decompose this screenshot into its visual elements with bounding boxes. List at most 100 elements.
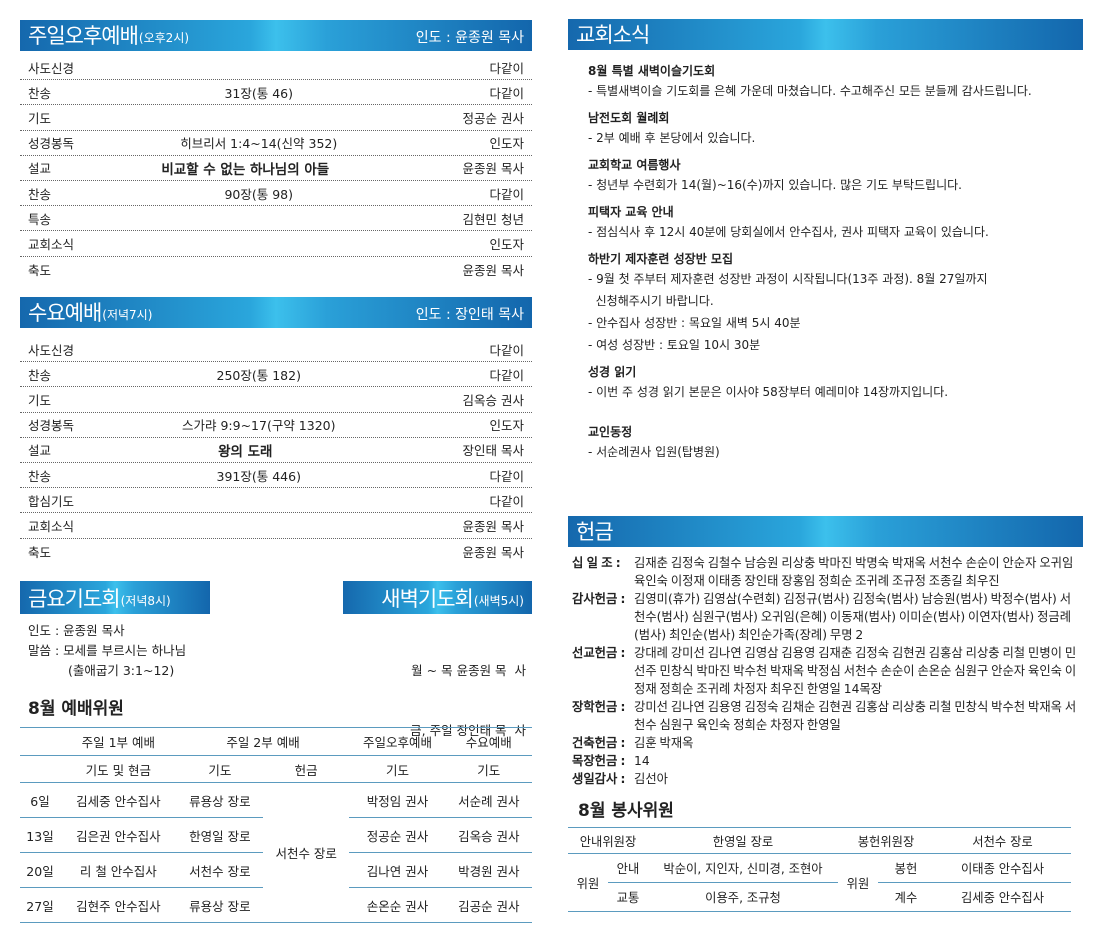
date: 13일	[20, 817, 60, 853]
date: 6일	[20, 782, 60, 818]
item-detail: 비교할 수 없는 하나님의 아들	[161, 161, 330, 178]
names: 김세중 안수집사	[960, 891, 1045, 905]
item-detail: 왕의 도래	[218, 443, 273, 460]
section-title: 교회소식	[576, 23, 650, 47]
friday-leader: 인도 : 윤종원 목사	[28, 623, 125, 638]
guide-head-label: 안내위원장	[579, 834, 637, 849]
offering-type: 건축헌금 :	[572, 736, 626, 750]
name: 박정임 권사	[349, 782, 446, 818]
member-label: 위원	[838, 853, 878, 912]
news-line: - 점심식사 후 12시 40분에 당회실에서 안수집사, 권사 피택자 교육이…	[588, 225, 989, 239]
blank	[20, 756, 60, 783]
role-header: 기도	[385, 762, 409, 778]
item-person: 다같이	[489, 85, 524, 101]
item-label: 기도	[28, 110, 52, 126]
wednesday-header: 수요예배 (저녁7시) 인도 : 장인태 목사	[20, 297, 532, 328]
item-person: 다같이	[489, 367, 524, 383]
item-person: 인도자	[489, 136, 524, 152]
order-row: 찬송 31장(통 46) 다같이	[20, 80, 532, 106]
name: 한영일 장로	[176, 817, 264, 853]
name: 김공순 권사	[445, 887, 532, 923]
news-item: 8월 특별 새벽이슬기도회 - 특별새벽이슬 기도회를 은혜 가운데 마쳤습니다.…	[588, 62, 1083, 102]
worship-staff-title: 8월 예배위원	[28, 699, 124, 719]
sunday-pm-order: 사도신경 다같이 찬송 31장(통 46) 다같이 기도 정공순 권사 성경봉독 히브리서 1:…	[20, 55, 532, 282]
order-row: 사도신경 다같이	[20, 337, 532, 363]
item-person: 윤종원 목사	[462, 518, 524, 534]
item-person: 윤종원 목사	[462, 544, 524, 560]
item-label: 사도신경	[28, 60, 75, 76]
news-item: 하반기 제자훈련 성장반 모집 - 9월 첫 주부터 제자훈련 성장반 과정이 시…	[588, 250, 1083, 356]
offering-names: 강대례 강미선 김나연 김영삼 김용영 김재춘 김정숙 김현권 김홍삼 리상충 …	[634, 646, 1077, 696]
section-time: (새벽5시)	[473, 594, 524, 608]
news-line: - 이번 주 성경 읽기 본문은 이사야 58장부터 예레미야 14장까지입니다…	[588, 385, 949, 399]
offer-head-label: 봉헌위원장	[857, 834, 915, 849]
offering-list: 십 일 조 : 김재춘 김정숙 김철수 남승원 리상충 박마진 박명숙 박재옥 서…	[568, 554, 1082, 788]
offering-type: 십 일 조 :	[572, 556, 621, 570]
name: 김현주 안수집사	[60, 887, 177, 923]
table-row: 13일 김은권 안수집사 한영일 장로 정공순 권사 김옥승 권사	[20, 817, 532, 853]
news-line: 신청해주시기 바랍니다.	[588, 294, 714, 308]
order-row: 찬송 250장(통 182) 다같이	[20, 362, 532, 388]
offering-name: 서천수 장로	[263, 782, 350, 923]
news-heading: 피택자 교육 안내	[588, 205, 674, 219]
group-header-row: 주일 1부 예배 주일 2부 예배 주일오후예배 수요예배	[20, 727, 532, 756]
offering-type: 목장헌금 :	[572, 754, 626, 768]
item-label: 사도신경	[28, 342, 75, 358]
offer-head: 서천수 장로	[972, 834, 1033, 849]
news-item: 피택자 교육 안내 - 점심식사 후 12시 40분에 당회실에서 안수집사, 권…	[588, 203, 1083, 243]
section-title: 헌금	[576, 520, 614, 544]
news-item: 성경 읽기 - 이번 주 성경 읽기 본문은 이사야 58장부터 예레미야 14장…	[588, 363, 1083, 403]
item-person: 다같이	[489, 186, 524, 202]
offering-names: 김영미(휴가) 김영삼(수련회) 김정규(범사) 김정숙(범사) 남승원(범사)…	[634, 592, 1072, 642]
section-title: 수요예배	[28, 301, 102, 325]
item-label: 성경봉독	[28, 136, 75, 152]
table-row: 20일 리 철 안수집사 서천수 장로 김나연 권사 박경원 권사	[20, 852, 532, 888]
item-person: 정공순 권사	[462, 110, 524, 126]
service-staff-title: 8월 봉사위원	[578, 801, 674, 821]
news-heading: 교회학교 여름행사	[588, 158, 681, 172]
order-row: 합심기도 다같이	[20, 488, 532, 514]
blank	[20, 728, 60, 756]
item-label: 찬송	[28, 367, 52, 383]
news-list: 8월 특별 새벽이슬기도회 - 특별새벽이슬 기도회를 은혜 가운데 마쳤습니다.…	[588, 55, 1083, 463]
friday-scripture: (출애굽기 3:1~12)	[68, 663, 175, 678]
item-label: 축도	[28, 262, 52, 278]
dawn-info: 월 ~ 목 윤종원 목 사 금, 주일 장인태 목 사	[410, 621, 526, 761]
name: 김나연 권사	[349, 852, 446, 888]
item-detail: 90장(통 98)	[224, 186, 294, 202]
name: 리 철 안수집사	[60, 852, 177, 888]
item-person: 인도자	[489, 418, 524, 434]
names: 박순이, 지인자, 신미경, 조현아	[648, 853, 838, 883]
news-line: - 서순례권사 입원(탑병원)	[588, 445, 720, 459]
item-person: 장인태 목사	[462, 443, 524, 459]
offering-names: 강미선 김나연 김용영 김정숙 김채순 김현권 김홍삼 리상충 리철 민창식 박…	[634, 700, 1077, 732]
name: 서순례 권사	[445, 782, 532, 818]
section-time: (오후2시)	[138, 31, 190, 45]
news-header: 교회소식	[568, 19, 1083, 50]
offering-type: 선교헌금 :	[572, 646, 626, 660]
role-header: 기도	[208, 762, 232, 778]
table-row: 6일 김세중 안수집사 류용상 장로 서천수 장로 박정임 권사 서순례 권사	[20, 782, 532, 923]
news-heading: 하반기 제자훈련 성장반 모집	[588, 252, 734, 266]
item-label: 설교	[28, 443, 52, 459]
item-label: 교회소식	[28, 518, 75, 534]
item-detail: 히브리서 1:4~14(신약 352)	[180, 136, 338, 152]
section-leader: 인도 : 장인태 목사	[415, 307, 524, 323]
offering-header: 헌금	[568, 516, 1083, 547]
order-row: 특송 김현민 청년	[20, 206, 532, 232]
role-header: 헌금	[294, 762, 318, 778]
names: 이태종 안수집사	[934, 853, 1071, 883]
item-label: 찬송	[28, 85, 52, 101]
item-label: 찬송	[28, 468, 52, 484]
date: 27일	[20, 887, 60, 923]
news-item: 남전도회 월례회 - 2부 예배 후 본당에서 있습니다.	[588, 109, 1083, 149]
item-detail: 31장(통 46)	[224, 85, 294, 101]
name: 류용상 장로	[176, 782, 264, 818]
dawn-line: 금, 주일 장인태 목 사	[410, 723, 526, 738]
name: 손온순 권사	[349, 887, 446, 923]
role-header: 기도 및 현금	[85, 762, 152, 778]
item-person: 윤종원 목사	[462, 262, 524, 278]
offering-names: 김선아	[634, 772, 668, 786]
item-detail: 스가랴 9:9~17(구약 1320)	[181, 418, 336, 434]
role: 계수	[894, 891, 918, 905]
